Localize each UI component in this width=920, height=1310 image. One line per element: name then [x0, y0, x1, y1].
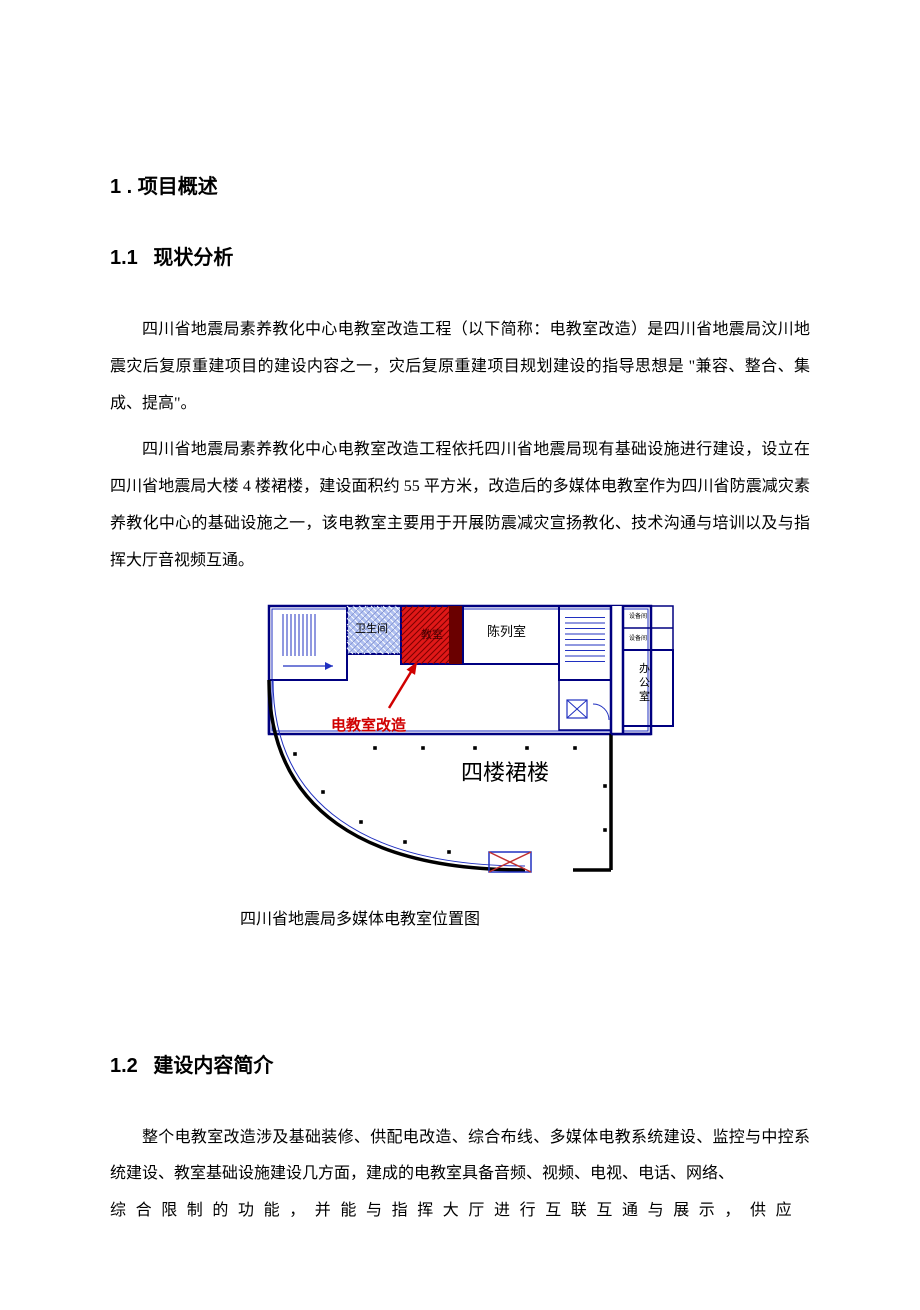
heading-section-1: 1 . 项目概述 [110, 170, 810, 199]
figure-caption: 四川省地震局多媒体电教室位置图 [110, 905, 810, 929]
floorplan-diagram: 卫生间教室陈列室办公室设备间设备间四楼裙楼电教室改造 [225, 590, 695, 890]
svg-text:教室: 教室 [421, 627, 443, 641]
heading-title: 现状分析 [153, 247, 233, 269]
svg-text:陈列室: 陈列室 [487, 624, 526, 639]
svg-text:设备间: 设备间 [629, 634, 647, 642]
heading-number: 1.2 [110, 1055, 138, 1077]
paragraph-2: 四川省地震局素养教化中心电教室改造工程依托四川省地震局现有基础设施进行建设，设立… [110, 432, 810, 579]
heading-section-1-1: 1.1 现状分析 [110, 241, 810, 270]
paragraph-3b: 综合限制的功能，并能与指挥大厅进行互联互通与展示，供应 [110, 1193, 810, 1230]
heading-number: 1.1 [110, 247, 138, 269]
svg-text:办: 办 [639, 662, 650, 675]
svg-text:室: 室 [639, 689, 650, 703]
paragraph-3a: 整个电教室改造涉及基础装修、供配电改造、综合布线、多媒体电教系统建设、监控与中控… [110, 1120, 810, 1194]
svg-text:卫生间: 卫生间 [355, 621, 388, 635]
heading-section-1-2: 1.2 建设内容简介 [110, 1049, 810, 1078]
svg-text:设备间: 设备间 [629, 612, 647, 620]
floorplan-figure: 卫生间教室陈列室办公室设备间设备间四楼裙楼电教室改造 [225, 590, 695, 890]
figure-container: 卫生间教室陈列室办公室设备间设备间四楼裙楼电教室改造 [110, 590, 810, 895]
svg-text:四楼裙楼: 四楼裙楼 [461, 760, 549, 785]
paragraph-1: 四川省地震局素养教化中心电教室改造工程（以下简称：电教室改造）是四川省地震局汶川… [110, 312, 810, 422]
svg-text:公: 公 [639, 677, 650, 689]
svg-text:电教室改造: 电教室改造 [331, 716, 406, 734]
heading-title: 建设内容简介 [153, 1055, 273, 1077]
